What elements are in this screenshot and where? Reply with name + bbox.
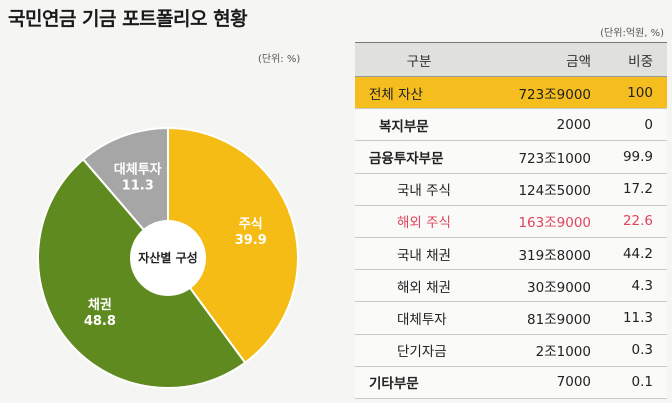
row-label: 대체투자 [355,301,483,335]
slice-label: 채권 [88,298,112,313]
row-share: 44.2 [599,237,667,271]
table-row: 국내 채권 319조8000 44.2 [355,237,667,271]
row-label: 단기자금 [355,334,483,367]
slice-value: 39.9 [235,233,267,248]
row-label: 복지부문 [355,108,483,142]
table-row: 기타부문 7000 0.1 [355,366,667,399]
row-share: 22.6 [599,205,667,238]
row-share: 0 [599,108,667,142]
row-amount: 723조9000 [483,76,599,110]
row-amount: 319조8000 [483,237,599,271]
slice-value: 48.8 [84,314,116,329]
table-unit-note: (단위:억원, %) [600,28,664,39]
row-share: 4.3 [599,269,667,303]
row-label: 국내 주식 [355,173,483,206]
table-row: 대체투자 81조9000 11.3 [355,301,667,335]
slice-label: 대체투자 [114,162,162,177]
table-row: 해외 주식 163조9000 22.6 [355,205,667,238]
header-category: 구분 [355,42,483,77]
row-label: 해외 주식 [355,205,483,238]
pie-slice [81,126,169,261]
table-row: 국내 주식 124조5000 17.2 [355,173,667,206]
row-label: 기타부문 [355,366,483,399]
row-label: 국내 채권 [355,237,483,271]
row-amount: 163조9000 [483,205,599,238]
row-share: 100 [599,76,667,110]
table-row: 복지부문 2000 0 [355,108,667,142]
pie-center-label: 자산별 구성 [138,250,197,265]
slice-value: 11.3 [122,178,154,193]
row-share: 11.3 [599,301,667,335]
row-amount: 2조1000 [483,334,599,367]
table-row: 금융투자부문 723조1000 99.9 [355,140,667,174]
row-share: 17.2 [599,173,667,206]
row-amount: 7000 [483,366,599,399]
table-row: 단기자금 2조1000 0.3 [355,334,667,367]
row-share: 99.9 [599,140,667,174]
row-label: 전체 자산 [355,76,483,110]
row-label: 금융투자부문 [355,140,483,174]
table-row: 전체 자산 723조9000 100 [355,76,667,110]
table-row: 해외 채권 30조9000 4.3 [355,269,667,303]
portfolio-table: 구분 금액 비중 전체 자산 723조9000 100 복지부문 2000 0 금융투자부문… [355,42,667,399]
table-header-row: 구분 금액 비중 [355,42,667,77]
row-amount: 723조1000 [483,140,599,174]
row-share: 0.3 [599,334,667,367]
row-amount: 30조9000 [483,269,599,303]
header-share: 비중 [599,42,667,77]
pie-center-hole [130,220,206,296]
row-share: 0.1 [599,366,667,399]
slice-label: 주식 [239,216,263,232]
row-amount: 2000 [483,108,599,142]
row-amount: 81조9000 [483,301,599,335]
chart-unit-note: (단위: %) [258,54,301,65]
row-label: 해외 채권 [355,269,483,303]
header-amount: 금액 [483,42,599,77]
row-amount: 124조5000 [483,173,599,206]
page-title: 국민연금 기금 포트폴리오 현황 [8,8,248,30]
pie-slice [167,126,299,365]
